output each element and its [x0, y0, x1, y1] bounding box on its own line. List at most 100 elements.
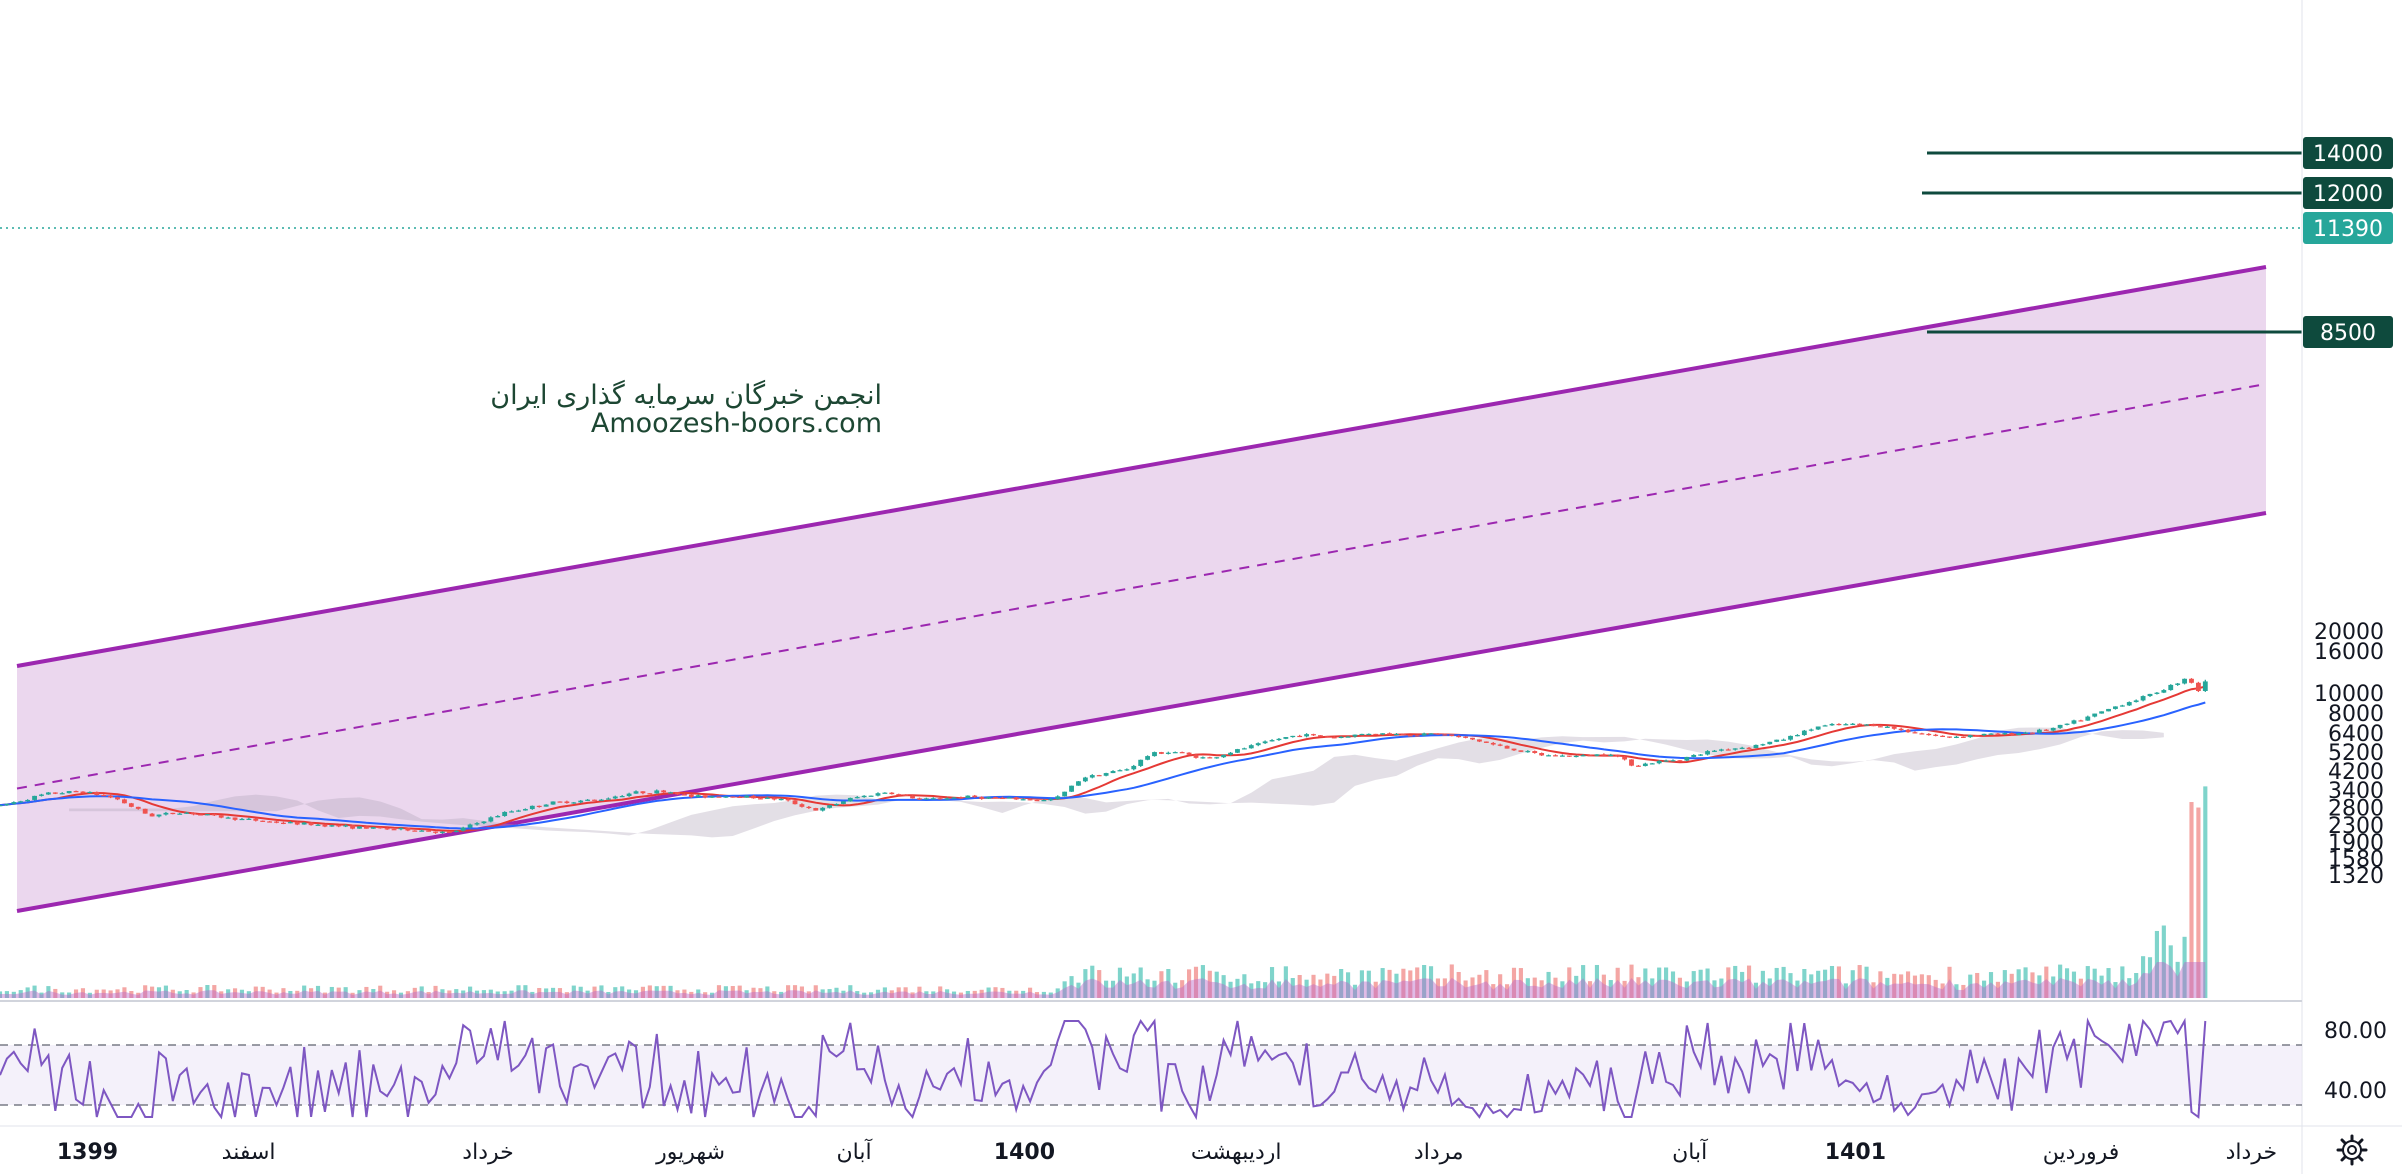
candle-body [889, 792, 895, 795]
candle-body [536, 805, 542, 808]
volume-bar [737, 985, 742, 998]
volume-bar [46, 986, 51, 998]
level-badge-label: 14000 [2313, 142, 2383, 167]
price-tick-label: 1580 [2328, 848, 2384, 873]
volume-bar [709, 992, 715, 998]
volume-bar [1836, 966, 1841, 998]
candle-body [778, 798, 784, 801]
volume-bar [1007, 990, 1012, 998]
volume-bar [1746, 965, 1752, 998]
candle-body [1760, 744, 1766, 746]
candle-body [2078, 720, 2084, 722]
volume-bar [2203, 786, 2208, 998]
volume-bar [730, 986, 735, 998]
time-axis-label: فروردین [2043, 1140, 2120, 1165]
volume-bar [1795, 980, 1800, 998]
volume-bar [1256, 981, 1261, 998]
candle-body [343, 825, 349, 827]
candles-layer [0, 678, 2208, 834]
volume-bar [336, 987, 341, 998]
volume-bar [1857, 965, 1862, 998]
volume-bar [1021, 990, 1026, 998]
volume-bar [2030, 972, 2035, 998]
volume-bar [454, 989, 459, 998]
candle-body [2057, 724, 2063, 728]
volume-bar [544, 988, 549, 998]
volume-bar [1809, 974, 1814, 998]
volume-bar [516, 985, 521, 998]
candle-body [1601, 754, 1607, 756]
volume-bar [1311, 974, 1316, 998]
volume-bar [1055, 988, 1060, 998]
volume-bar [592, 986, 597, 998]
candle-body [1857, 723, 1863, 725]
volume-bar [136, 992, 141, 998]
volume-bar [1947, 966, 1952, 998]
candle-body [1933, 734, 1939, 736]
candle-body [1967, 735, 1973, 738]
volume-bar [170, 989, 175, 998]
volume-bar [765, 986, 770, 998]
settings-gear-icon[interactable] [2336, 1134, 2368, 1166]
volume-bar [302, 985, 307, 998]
volume-bar [1207, 970, 1212, 998]
candle-body [737, 796, 743, 799]
candle-body [377, 827, 383, 829]
volume-bar [1498, 974, 1503, 998]
candle-body [1331, 737, 1337, 739]
candle-body [1670, 760, 1676, 762]
volume-bar [703, 992, 708, 998]
volume-bar [917, 986, 922, 998]
candle-body [972, 795, 978, 798]
candle-body [1027, 799, 1033, 801]
candle-body [1055, 796, 1061, 800]
volume-bar [585, 990, 590, 998]
candle-body [336, 825, 342, 827]
volume-bar [1470, 977, 1475, 998]
candle-body [1898, 728, 1904, 730]
candle-body [460, 827, 466, 831]
volume-bar [1940, 983, 1945, 998]
volume-bar [972, 990, 977, 998]
volume-bar [488, 989, 493, 998]
candle-body [0, 805, 3, 807]
volume-bar [1387, 969, 1392, 998]
volume-bar [564, 992, 569, 998]
time-axis-label: 1400 [994, 1140, 1055, 1165]
volume-bar [1767, 978, 1772, 998]
candle-body [315, 824, 321, 826]
candle-body [419, 830, 425, 832]
candle-body [287, 822, 293, 824]
candle-body [847, 797, 853, 802]
volume-bar [101, 989, 106, 998]
candle-body [45, 792, 51, 795]
time-axis[interactable]: 1399 اسفند خرداد شهریور آبان 1400 اردیبهشت مردا… [57, 1138, 2277, 1165]
candle-body [163, 812, 169, 815]
volume-bar [993, 987, 998, 998]
moving-average-fast [0, 685, 2206, 832]
candle-body [1103, 773, 1109, 776]
candle-body [944, 798, 950, 800]
candle-body [1318, 735, 1323, 737]
candle-body [87, 791, 93, 794]
candle-body [405, 827, 411, 831]
volume-bar [1069, 976, 1074, 998]
volume-bar [2092, 968, 2097, 998]
volume-bar [1664, 967, 1669, 998]
candle-body [1580, 755, 1586, 757]
volume-bar [1138, 967, 1143, 998]
candle-body [1414, 735, 1420, 737]
volume-bar [958, 992, 964, 998]
moving-average-slow [0, 701, 2206, 830]
volume-bar [1097, 970, 1102, 998]
candle-body [571, 802, 577, 804]
volume-bar [2023, 967, 2028, 998]
volume-bar [758, 988, 763, 998]
price-tick-label: 1320 [2328, 864, 2384, 889]
candle-body [543, 804, 549, 807]
candle-body [225, 817, 231, 819]
candle-body [1781, 739, 1787, 741]
candle-body [363, 826, 369, 829]
volume-bar [1650, 978, 1655, 998]
